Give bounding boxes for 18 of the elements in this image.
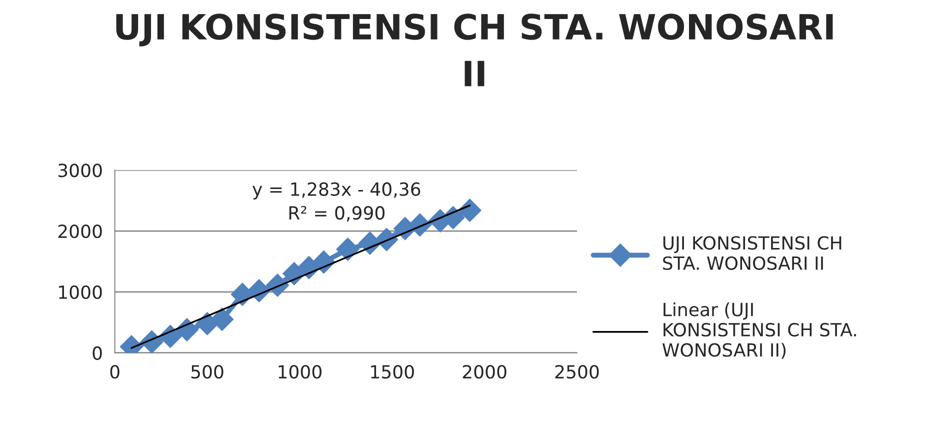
legend-label: Linear (UJI KONSISTENSI CH STA. WONOSARI II) (662, 302, 856, 359)
x-tick-label: 2000 (462, 364, 506, 379)
x-tick-label: 1000 (278, 364, 322, 379)
annotation: R² = 0,990 (289, 206, 385, 222)
y-tick-label: 1000 (59, 285, 102, 300)
x-tick-label: 2500 (555, 364, 599, 379)
point (458, 198, 482, 222)
annotation: y = 1,283x - 40,36 (252, 182, 420, 200)
x-tick-label: 0 (110, 364, 120, 379)
point (336, 238, 360, 261)
point (210, 308, 234, 331)
legend-label: UJI KONSISTENSI CH STA. WONOSARI II (663, 236, 842, 270)
x-tick-label: 500 (191, 364, 224, 379)
chart-title: UJI KONSISTENSI CH STA. WONOSARI II (116, 14, 833, 86)
x-tick-label: 1500 (371, 364, 414, 379)
y-tick-label: 3000 (58, 164, 102, 178)
y-tick-label: 2000 (58, 224, 102, 238)
y-tick-label: 0 (92, 346, 102, 360)
